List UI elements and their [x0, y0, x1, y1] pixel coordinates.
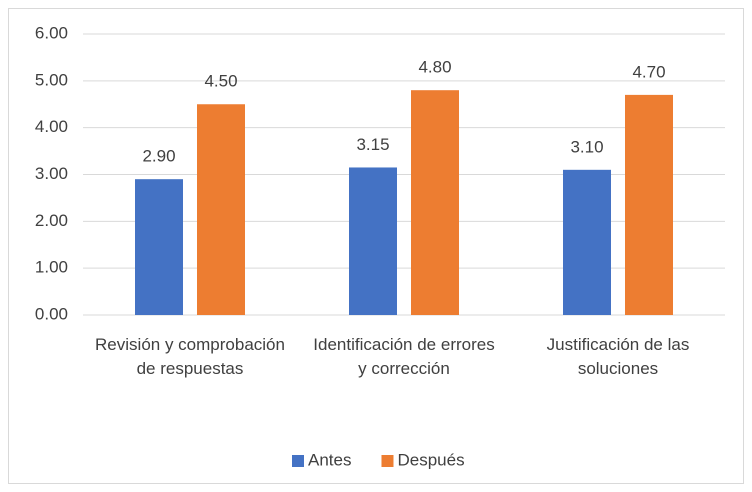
- data-label: 4.50: [204, 72, 237, 91]
- data-label: 4.80: [418, 58, 451, 77]
- legend-label: Después: [397, 450, 464, 469]
- y-tick-label: 2.00: [35, 211, 68, 230]
- y-tick-label: 1.00: [35, 258, 68, 277]
- bar: [411, 90, 459, 315]
- bar: [625, 94, 673, 315]
- legend-label: Antes: [308, 450, 351, 469]
- y-tick-label: 3.00: [35, 164, 68, 183]
- data-label: 3.10: [570, 137, 603, 156]
- legend-swatch: [292, 455, 304, 467]
- bar: [197, 104, 245, 315]
- data-label: 2.90: [142, 147, 175, 166]
- y-tick-label: 6.00: [35, 23, 68, 42]
- y-tick-label: 0.00: [35, 304, 68, 323]
- y-tick-label: 4.00: [35, 117, 68, 136]
- legend-swatch: [381, 455, 394, 467]
- x-tick-label: Identificación de errores y corrección: [313, 335, 495, 378]
- bar: [135, 179, 183, 315]
- x-tick-label: Justificación de las soluciones: [546, 335, 690, 378]
- x-tick-label: Revisión y comprobación de respuestas: [95, 335, 285, 378]
- bar: [563, 169, 611, 315]
- bar: [349, 167, 397, 315]
- y-tick-label: 5.00: [35, 70, 68, 89]
- data-label: 3.15: [356, 135, 389, 154]
- data-label: 4.70: [632, 62, 665, 81]
